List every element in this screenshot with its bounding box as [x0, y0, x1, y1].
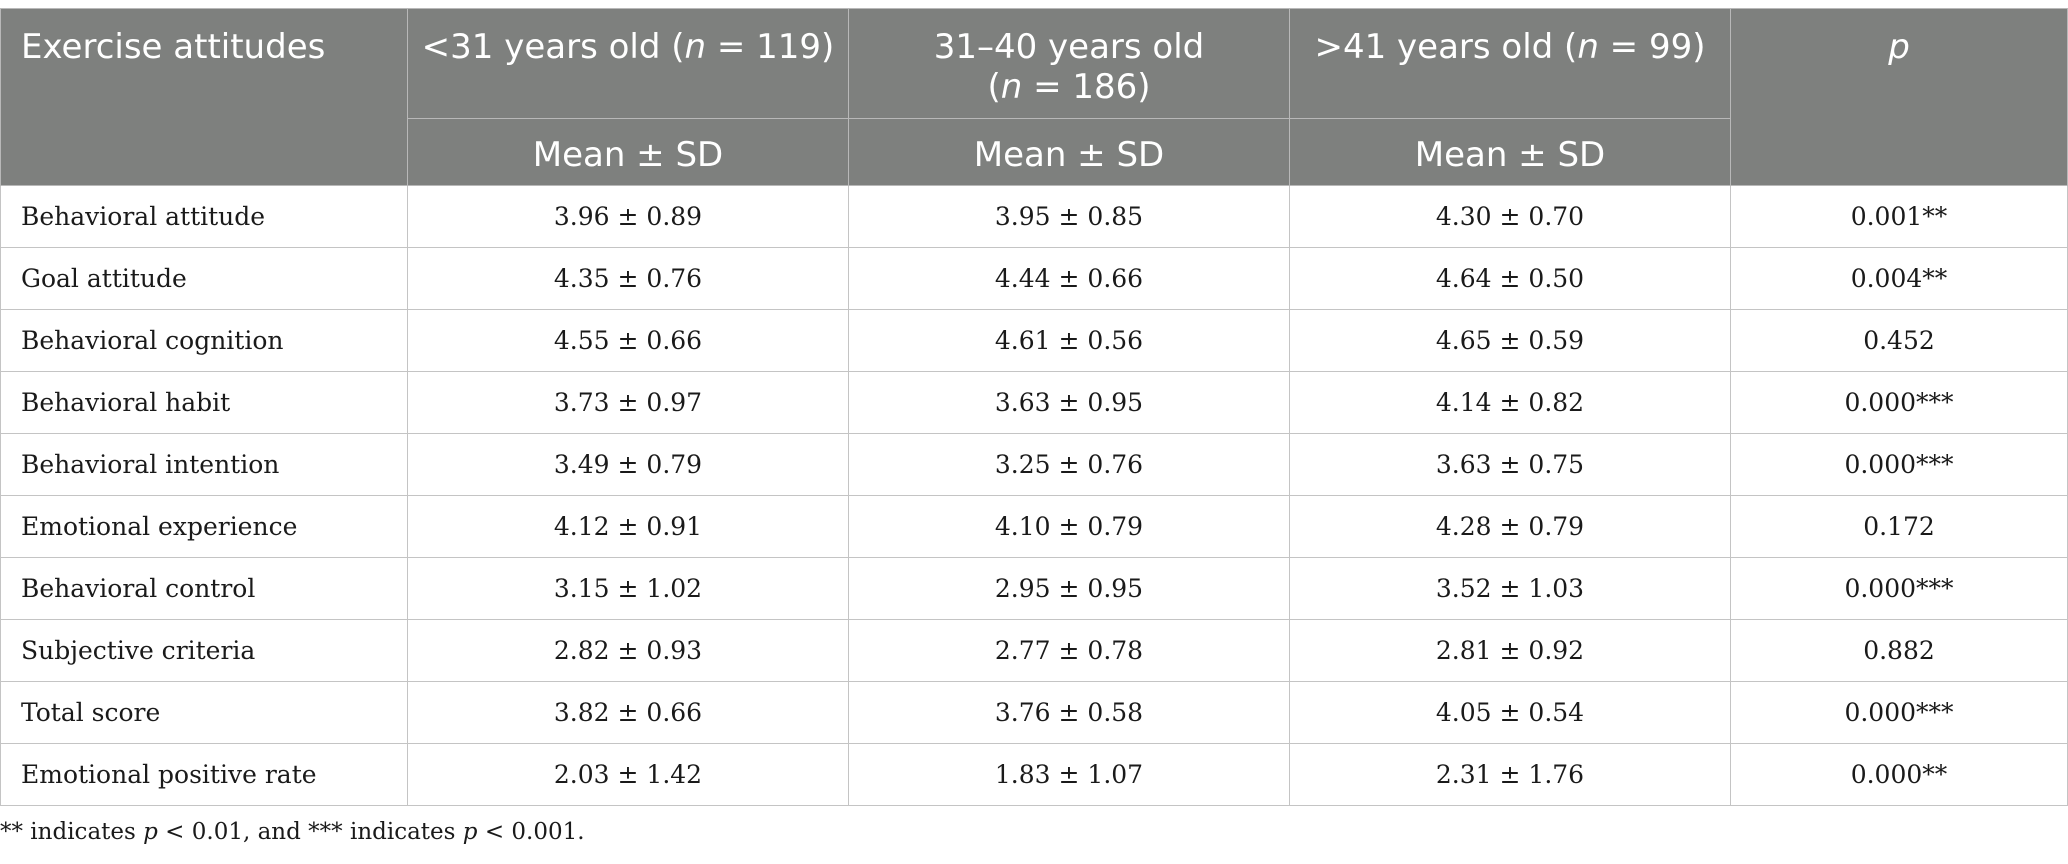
cell-31-40: 3.63 ± 0.95 — [848, 371, 1290, 434]
cell-p-value: 0.000*** — [1730, 557, 2068, 620]
cell-p-value: 0.000*** — [1730, 681, 2068, 744]
cell-p-value: 0.882 — [1730, 619, 2068, 682]
cell-31-40: 4.44 ± 0.66 — [848, 247, 1290, 310]
table-row: Behavioral habit 3.73 ± 0.97 3.63 ± 0.95… — [0, 371, 2068, 434]
cell-p-value: 0.001** — [1730, 185, 2068, 248]
cell-over-41: 4.14 ± 0.82 — [1289, 371, 1731, 434]
cell-under-31: 4.35 ± 0.76 — [407, 247, 849, 310]
table-row: Behavioral control 3.15 ± 1.02 2.95 ± 0.… — [0, 557, 2068, 620]
cell-under-31: 3.15 ± 1.02 — [407, 557, 849, 620]
cell-under-31: 2.03 ± 1.42 — [407, 743, 849, 806]
cell-over-41: 4.28 ± 0.79 — [1289, 495, 1731, 558]
cell-31-40: 2.95 ± 0.95 — [848, 557, 1290, 620]
row-label: Emotional positive rate — [0, 743, 408, 806]
cell-over-41: 3.52 ± 1.03 — [1289, 557, 1731, 620]
header-group-31-40: 31–40 years old (n = 186) — [848, 8, 1290, 119]
cell-31-40: 4.10 ± 0.79 — [848, 495, 1290, 558]
cell-over-41: 2.31 ± 1.76 — [1289, 743, 1731, 806]
table-row: Behavioral cognition 4.55 ± 0.66 4.61 ± … — [0, 309, 2068, 372]
cell-over-41: 4.05 ± 0.54 — [1289, 681, 1731, 744]
cell-under-31: 3.73 ± 0.97 — [407, 371, 849, 434]
cell-p-value: 0.004** — [1730, 247, 2068, 310]
header-group-under-31: <31 years old (n = 119) — [407, 8, 849, 119]
table-footnote: ** indicates p < 0.01, and *** indicates… — [0, 819, 585, 845]
cell-under-31: 2.82 ± 0.93 — [407, 619, 849, 682]
table-row: Total score 3.82 ± 0.66 3.76 ± 0.58 4.05… — [0, 681, 2068, 744]
cell-over-41: 4.65 ± 0.59 — [1289, 309, 1731, 372]
table-row: Behavioral intention 3.49 ± 0.79 3.25 ± … — [0, 433, 2068, 496]
table-header: Exercise attitudes <31 years old (n = 11… — [0, 8, 2068, 186]
header-p-value: p — [1730, 8, 2068, 186]
row-label: Behavioral cognition — [0, 309, 408, 372]
cell-31-40: 3.95 ± 0.85 — [848, 185, 1290, 248]
header-row-sub: Mean ± SD Mean ± SD Mean ± SD — [1, 118, 2068, 186]
cell-p-value: 0.172 — [1730, 495, 2068, 558]
header-row-label: Exercise attitudes — [0, 8, 408, 186]
header-mean-sd: Mean ± SD — [1289, 118, 1731, 186]
row-label: Total score — [0, 681, 408, 744]
row-label: Behavioral intention — [0, 433, 408, 496]
cell-31-40: 2.77 ± 0.78 — [848, 619, 1290, 682]
cell-over-41: 4.64 ± 0.50 — [1289, 247, 1731, 310]
cell-under-31: 4.55 ± 0.66 — [407, 309, 849, 372]
cell-under-31: 3.82 ± 0.66 — [407, 681, 849, 744]
cell-over-41: 4.30 ± 0.70 — [1289, 185, 1731, 248]
cell-over-41: 2.81 ± 0.92 — [1289, 619, 1731, 682]
cell-p-value: 0.000*** — [1730, 433, 2068, 496]
row-label: Emotional experience — [0, 495, 408, 558]
table-row: Emotional experience 4.12 ± 0.91 4.10 ± … — [0, 495, 2068, 558]
table-row: Goal attitude 4.35 ± 0.76 4.44 ± 0.66 4.… — [0, 247, 2068, 310]
cell-under-31: 4.12 ± 0.91 — [407, 495, 849, 558]
header-mean-sd: Mean ± SD — [407, 118, 849, 186]
row-label: Behavioral control — [0, 557, 408, 620]
table-row: Behavioral attitude 3.96 ± 0.89 3.95 ± 0… — [0, 185, 2068, 248]
header-group-over-41: >41 years old (n = 99) — [1289, 8, 1731, 119]
table-row: Emotional positive rate 2.03 ± 1.42 1.83… — [0, 743, 2068, 806]
header-row-groups: Exercise attitudes <31 years old (n = 11… — [0, 8, 2068, 186]
table-row: Subjective criteria 2.82 ± 0.93 2.77 ± 0… — [0, 619, 2068, 682]
cell-over-41: 3.63 ± 0.75 — [1289, 433, 1731, 496]
cell-p-value: 0.000*** — [1730, 371, 2068, 434]
cell-p-value: 0.452 — [1730, 309, 2068, 372]
row-label: Subjective criteria — [0, 619, 408, 682]
cell-31-40: 1.83 ± 1.07 — [848, 743, 1290, 806]
cell-under-31: 3.49 ± 0.79 — [407, 433, 849, 496]
table-body: Behavioral attitude 3.96 ± 0.89 3.95 ± 0… — [0, 185, 2068, 806]
row-label: Behavioral habit — [0, 371, 408, 434]
cell-31-40: 3.76 ± 0.58 — [848, 681, 1290, 744]
row-label: Goal attitude — [0, 247, 408, 310]
header-mean-sd: Mean ± SD — [848, 118, 1290, 186]
exercise-attitudes-table: Exercise attitudes <31 years old (n = 11… — [0, 8, 2068, 806]
cell-under-31: 3.96 ± 0.89 — [407, 185, 849, 248]
cell-p-value: 0.000** — [1730, 743, 2068, 806]
cell-31-40: 4.61 ± 0.56 — [848, 309, 1290, 372]
cell-31-40: 3.25 ± 0.76 — [848, 433, 1290, 496]
row-label: Behavioral attitude — [0, 185, 408, 248]
